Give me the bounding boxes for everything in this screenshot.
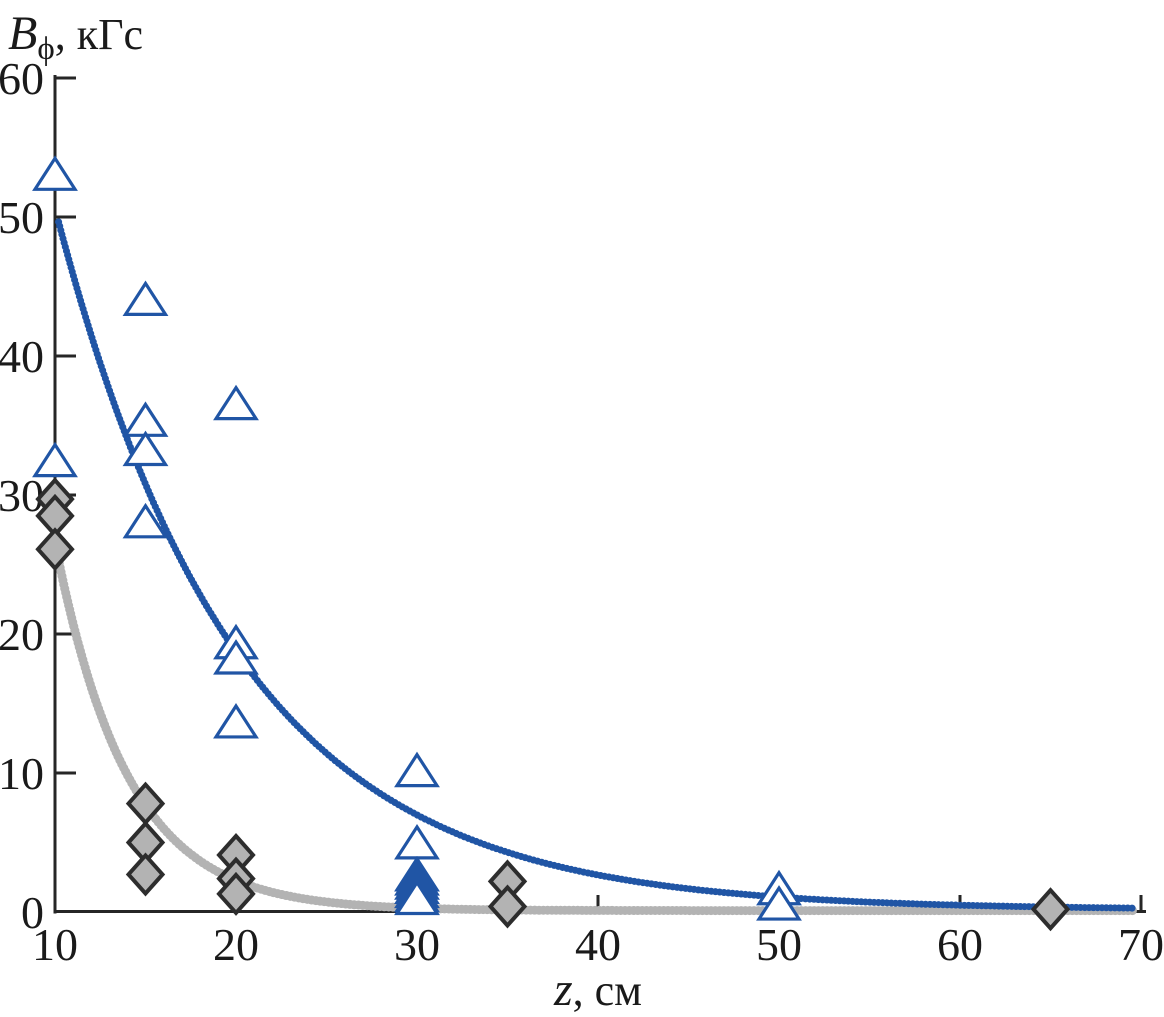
triangle-marker — [394, 823, 440, 860]
x-axis-title-unit: , см — [572, 966, 643, 1015]
y-tick-label: 50 — [0, 192, 44, 243]
x-tick-label: 50 — [756, 919, 802, 970]
triangle-marker — [213, 639, 259, 675]
diamond-marker — [35, 527, 75, 572]
x-axis-title-variable: z — [553, 963, 573, 1016]
y-tick-label: 0 — [21, 887, 44, 938]
y-tick-label: 60 — [0, 53, 44, 104]
triangle-marker — [122, 280, 169, 316]
triangle-marker — [213, 703, 259, 739]
x-tick-label: 70 — [1118, 919, 1164, 970]
x-tick-label: 60 — [937, 919, 983, 970]
triangle-marker — [32, 441, 78, 478]
y-axis-title-variable: B — [8, 7, 38, 60]
triangle-marker — [394, 751, 440, 788]
diamond-marker — [1030, 887, 1071, 932]
x-axis-title: z, см — [0, 962, 1164, 1017]
blue-fit-curve — [55, 218, 1140, 912]
diamond-marker — [125, 852, 166, 897]
x-tick-label: 20 — [213, 919, 259, 970]
triangle-marker — [122, 430, 169, 467]
triangle-marker — [756, 885, 802, 921]
y-tick-label: 10 — [0, 748, 44, 799]
x-tick-label: 10 — [32, 919, 78, 970]
y-axis-title: Bϕ, кГс — [8, 6, 144, 67]
y-tick-label: 20 — [0, 609, 44, 660]
y-tick-label: 30 — [0, 470, 44, 521]
triangle-marker — [122, 502, 169, 539]
x-tick-label: 40 — [575, 919, 621, 970]
y-axis-title-unit: , кГс — [54, 10, 144, 59]
y-tick-label: 40 — [0, 331, 44, 382]
diamond-marker — [216, 871, 256, 916]
triangle-marker — [394, 879, 440, 916]
x-tick-label: 30 — [394, 919, 440, 970]
triangle-marker — [32, 155, 78, 191]
y-axis-title-subscript: ϕ — [37, 31, 55, 67]
triangle-marker — [213, 384, 259, 421]
diamond-marker — [487, 884, 528, 929]
